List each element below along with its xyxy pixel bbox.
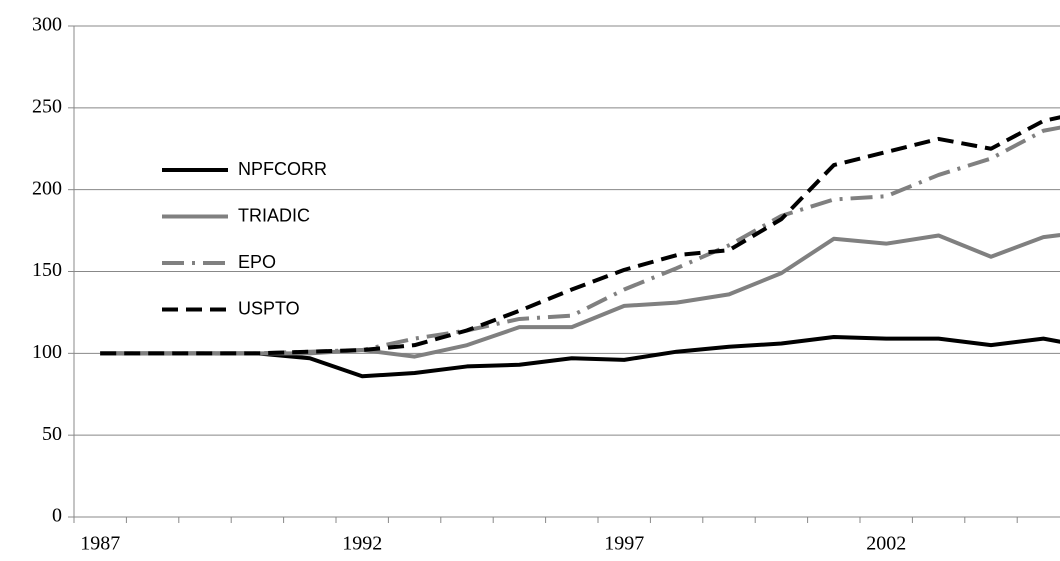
x-tick-label: 2002 bbox=[866, 533, 906, 555]
series-line bbox=[100, 125, 1060, 356]
y-tick-label: 250 bbox=[32, 95, 62, 117]
x-tick-label: 1992 bbox=[342, 533, 382, 555]
legend-label: USPTO bbox=[238, 298, 300, 318]
x-tick-label: 1987 bbox=[80, 533, 120, 555]
legend-label: TRIADIC bbox=[238, 205, 310, 225]
legend-label: EPO bbox=[238, 252, 276, 272]
y-tick-label: 150 bbox=[32, 259, 62, 281]
y-tick-label: 300 bbox=[32, 14, 62, 36]
series-line bbox=[100, 334, 1060, 379]
series-line bbox=[100, 115, 1060, 356]
x-tick-label: 1997 bbox=[604, 533, 644, 555]
y-tick-label: 50 bbox=[42, 423, 62, 445]
legend-label: NPFCORR bbox=[238, 159, 327, 179]
y-tick-label: 200 bbox=[32, 177, 62, 199]
y-tick-label: 0 bbox=[52, 505, 62, 527]
y-tick-label: 100 bbox=[32, 341, 62, 363]
